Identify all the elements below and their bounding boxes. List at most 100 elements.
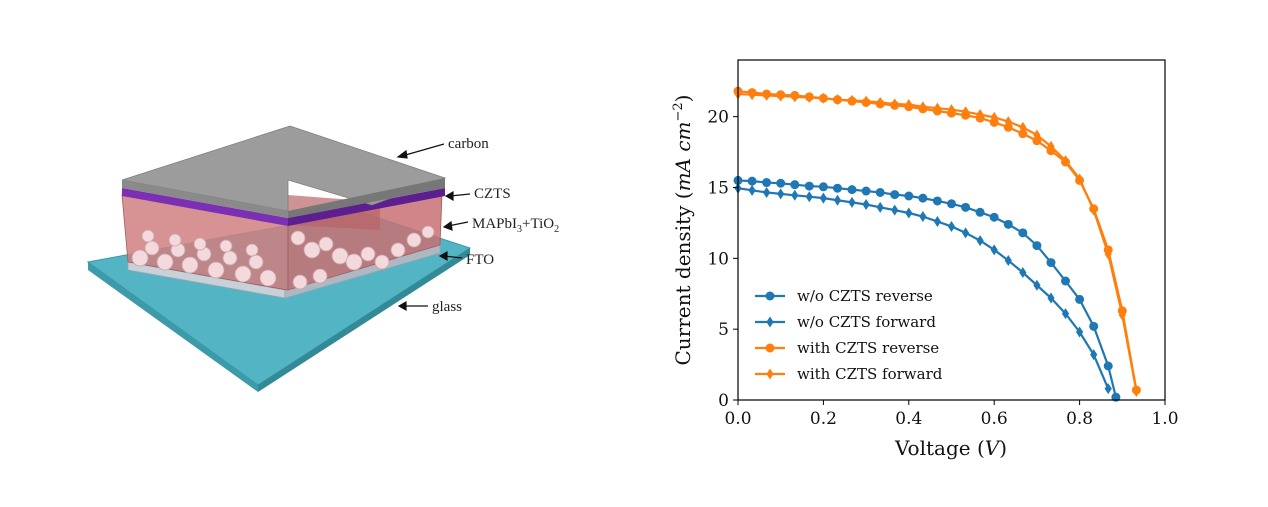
x-tick-label: 0.0 xyxy=(724,409,751,429)
series-3-point xyxy=(763,89,771,101)
series-3-point xyxy=(1004,116,1012,128)
series-1-point xyxy=(905,207,913,219)
series-1-point xyxy=(833,194,842,206)
series-3-point xyxy=(1076,173,1084,185)
legend-label-3: with CZTS forward xyxy=(797,365,943,383)
label-mapbi3-tio2: MAPbI3+TiO2 xyxy=(472,216,559,235)
series-3-point xyxy=(961,106,970,118)
series-1-point xyxy=(961,227,970,239)
series-3-point xyxy=(1047,140,1055,152)
series-0-point xyxy=(1046,258,1056,268)
series-3-point xyxy=(876,97,884,108)
y-tick-label: 5 xyxy=(718,320,729,340)
series-0-point xyxy=(762,178,772,188)
series-3-point xyxy=(791,91,799,103)
y-tick-label: 15 xyxy=(707,179,729,199)
label-tio2-sub: 2 xyxy=(554,224,559,235)
series-3-point xyxy=(1019,121,1027,133)
series-2-point xyxy=(1032,136,1042,146)
x-tick-label: 1.0 xyxy=(1151,409,1178,429)
series-2-point xyxy=(1003,122,1013,132)
series-3-point xyxy=(748,89,756,101)
label-tio2: +TiO xyxy=(522,216,554,232)
series-1-point xyxy=(1090,349,1098,361)
legend-marker-3 xyxy=(766,368,774,380)
series-0-point xyxy=(947,199,956,209)
series-3-point xyxy=(777,90,785,102)
legend-marker-2 xyxy=(765,343,775,353)
series-0-point xyxy=(975,207,985,217)
series-1-point xyxy=(1019,267,1027,278)
legend-marker-0 xyxy=(765,291,775,301)
y-tick-label: 20 xyxy=(707,108,729,128)
series-0-point xyxy=(832,183,842,193)
series-1-point xyxy=(777,188,785,200)
x-tick-label: 0.6 xyxy=(981,409,1008,429)
series-3-point xyxy=(1061,155,1070,167)
glass-layer-side xyxy=(258,248,470,392)
x-tick-label: 0.8 xyxy=(1066,409,1093,429)
series-0-point xyxy=(1003,219,1013,229)
series-0-point xyxy=(1032,241,1042,251)
carbon-layer-front-right xyxy=(288,178,445,218)
legend: w/o CZTS reverse w/o CZTS forward with CZT… xyxy=(755,287,943,383)
series-0-point xyxy=(890,190,900,200)
series-1-point xyxy=(819,192,827,204)
label-glass: glass xyxy=(432,299,462,315)
series-1-point xyxy=(976,235,984,247)
series-1-point xyxy=(876,201,884,213)
series-3-point xyxy=(1090,204,1098,216)
series-3-point xyxy=(976,109,984,121)
series-1-point xyxy=(947,220,956,232)
series-3-point xyxy=(905,99,913,111)
series-3-point xyxy=(1104,248,1112,260)
czts-layer-front-right xyxy=(288,188,445,226)
series-1-point xyxy=(805,191,813,203)
y-axis-label: Current density (mA cm−2) xyxy=(671,94,695,365)
series-0-point xyxy=(875,187,885,197)
x-tick-label: 0.4 xyxy=(895,409,922,429)
series-3-point xyxy=(848,94,856,106)
series-3-point xyxy=(862,95,870,107)
series-1-point xyxy=(891,204,899,216)
series-1-point xyxy=(1047,292,1055,304)
label-fto: FTO xyxy=(466,252,494,268)
series-0-point xyxy=(847,185,857,195)
label-czts: CZTS xyxy=(474,186,511,202)
series-2-point xyxy=(1018,129,1028,139)
series-0-point xyxy=(818,182,828,192)
plot-frame xyxy=(737,59,1166,401)
series-0-point xyxy=(747,176,757,186)
series-3-point xyxy=(919,101,927,113)
series-0-point xyxy=(1075,294,1085,304)
series-3-point xyxy=(1118,309,1126,321)
legend-label-1: w/o CZTS forward xyxy=(797,313,936,331)
series-0-point xyxy=(961,202,971,212)
series-3-point xyxy=(1132,386,1140,397)
series-1-point xyxy=(933,216,942,227)
glass-layer-front xyxy=(88,262,258,392)
series-0-point xyxy=(1061,276,1071,286)
series-1-point xyxy=(763,186,771,198)
series-3-point xyxy=(947,104,956,116)
schematic-callouts xyxy=(396,143,471,312)
series-3-point xyxy=(805,92,813,104)
y-tick-label: 10 xyxy=(707,249,729,269)
series-0-point xyxy=(1103,361,1113,371)
series-1-point xyxy=(748,184,756,196)
label-carbon: carbon xyxy=(448,136,489,152)
series-0-point xyxy=(918,193,928,203)
series-1-point xyxy=(862,199,870,210)
carbon-layer-front-left xyxy=(122,180,288,218)
series-1-point xyxy=(848,196,856,208)
legend-label-0: w/o CZTS reverse xyxy=(797,287,933,305)
series-0-point xyxy=(790,180,800,190)
x-axis-label: Voltage (V) xyxy=(894,436,1007,460)
legend-label-2: with CZTS reverse xyxy=(797,339,939,357)
series-3-point xyxy=(933,102,942,114)
series-0-point xyxy=(989,212,999,222)
series-1-point xyxy=(919,211,927,223)
series-0-point xyxy=(804,181,814,191)
series-3-point xyxy=(819,92,827,104)
